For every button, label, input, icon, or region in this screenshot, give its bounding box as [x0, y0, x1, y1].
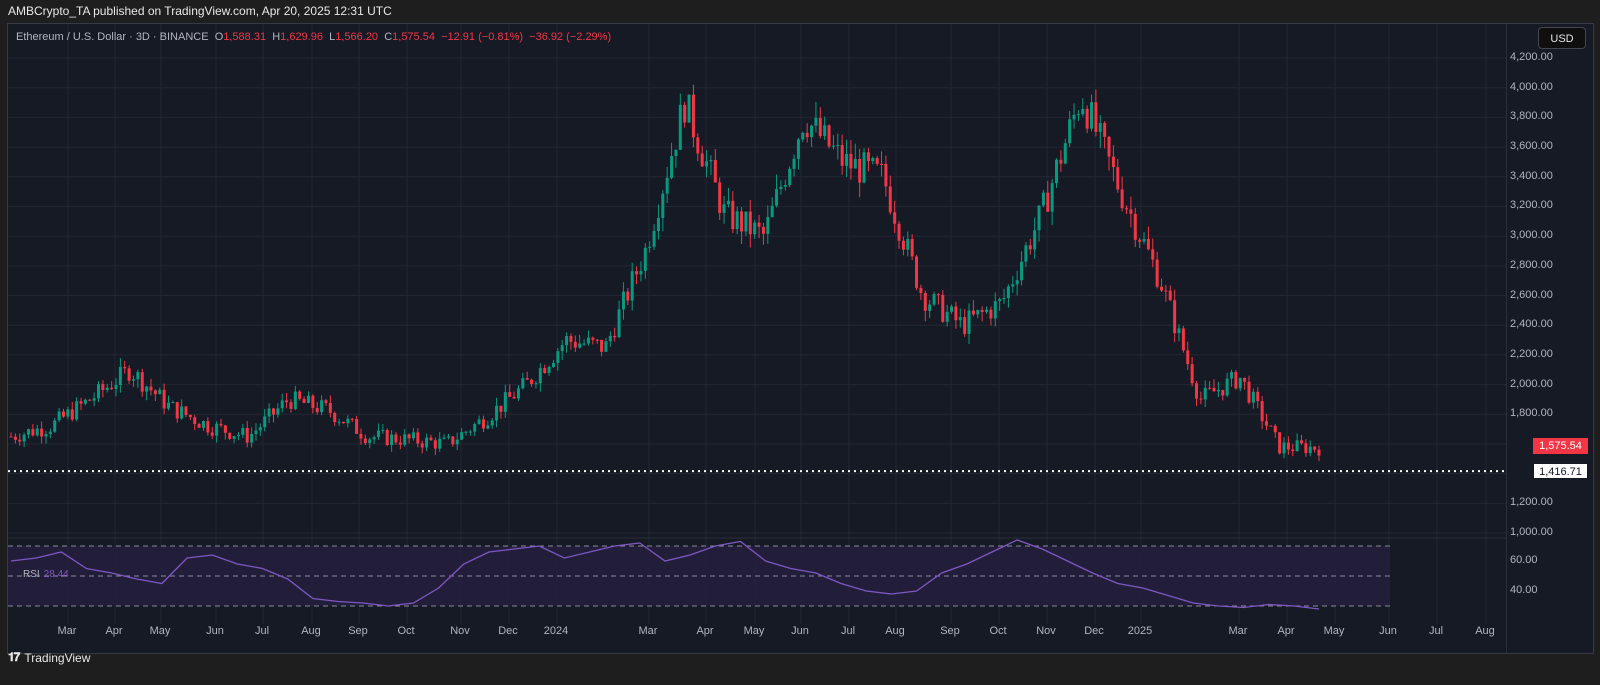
time-label: Nov: [1036, 625, 1056, 637]
time-label: Mar: [1228, 625, 1248, 637]
time-label: May: [149, 625, 171, 637]
time-label: 2025: [1127, 625, 1153, 637]
rsi-tick: 60.00: [1510, 554, 1538, 566]
currency-button[interactable]: USD: [1538, 27, 1586, 49]
rsi-legend: RSI 28.44: [23, 569, 69, 580]
chart-frame[interactable]: Ethereum / U.S. Dollar · 3D · BINANCE O1…: [7, 23, 1594, 654]
symbol-name: Ethereum / U.S. Dollar · 3D · BINANCE: [16, 31, 209, 43]
time-label: Jul: [1428, 625, 1444, 637]
time-label: May: [1323, 625, 1345, 637]
time-label: Jun: [1379, 625, 1397, 637]
time-label: Mar: [638, 625, 658, 637]
tradingview-logo-icon: 𝟏𝟕: [8, 650, 20, 664]
time-label: Oct: [397, 625, 415, 637]
time-label: Jun: [206, 625, 224, 637]
price-tick: 4,000.00: [1510, 80, 1553, 93]
symbol-legend: Ethereum / U.S. Dollar · 3D · BINANCE O1…: [16, 31, 612, 43]
price-axis[interactable]: [1506, 24, 1593, 653]
time-label: Aug: [885, 625, 905, 637]
brand-text: TradingView: [24, 650, 91, 665]
time-label: Apr: [105, 625, 123, 637]
time-label: Sep: [348, 625, 368, 637]
price-tick: 2,000.00: [1510, 377, 1553, 390]
time-label: Aug: [301, 625, 321, 637]
time-label: Mar: [57, 625, 77, 637]
price-tick: 3,200.00: [1510, 199, 1553, 212]
time-label: Aug: [1475, 625, 1495, 637]
time-label: Apr: [696, 625, 714, 637]
change-value-2: −36.92 (−2.29%): [529, 31, 612, 43]
price-tick: 1,800.00: [1510, 407, 1553, 420]
price-tick: 1,200.00: [1510, 496, 1553, 509]
time-label: Jun: [791, 625, 809, 637]
plot-area[interactable]: Ethereum / U.S. Dollar · 3D · BINANCE O1…: [8, 24, 1506, 654]
time-label: May: [743, 625, 765, 637]
price-tick: 4,200.00: [1510, 51, 1553, 63]
price-tick: 2,600.00: [1510, 288, 1553, 301]
price-tick: 3,600.00: [1510, 140, 1553, 153]
price-tick: 2,800.00: [1510, 258, 1553, 271]
rsi-value: 28.44: [43, 569, 69, 580]
time-label: Jul: [254, 625, 270, 637]
change-value: −12.91 (−0.81%): [441, 31, 524, 43]
rsi-tick: 40.00: [1510, 584, 1538, 596]
open-value: 1,588.31: [223, 31, 267, 43]
footer-brand[interactable]: 𝟏𝟕 TradingView: [8, 650, 90, 665]
published-line: AMBCrypto_TA published on TradingView.co…: [8, 4, 392, 18]
time-label: 2024: [543, 625, 569, 637]
price-tick: 3,000.00: [1510, 229, 1553, 242]
close-value: 1,575.54: [392, 31, 435, 43]
time-label: Nov: [450, 625, 470, 637]
time-label: Jul: [840, 625, 856, 637]
low-line-tag: 1,416.71: [1533, 463, 1588, 479]
price-tick: 3,800.00: [1510, 110, 1553, 123]
price-tick: 2,400.00: [1510, 318, 1553, 331]
time-label: Oct: [989, 625, 1007, 637]
price-tick: 3,400.00: [1510, 169, 1553, 182]
candlestick-chart[interactable]: [8, 24, 1506, 654]
price-tick: 1,000.00: [1510, 526, 1553, 538]
last-price-tag: 1,575.54: [1533, 438, 1588, 454]
time-label: Dec: [1084, 625, 1104, 637]
low-value: 1,566.20: [335, 31, 379, 43]
time-label: Dec: [498, 625, 518, 637]
price-tick: 2,200.00: [1510, 347, 1553, 360]
time-label: Sep: [940, 625, 960, 637]
high-value: 1,629.96: [280, 31, 323, 43]
time-label: Apr: [1277, 625, 1295, 637]
